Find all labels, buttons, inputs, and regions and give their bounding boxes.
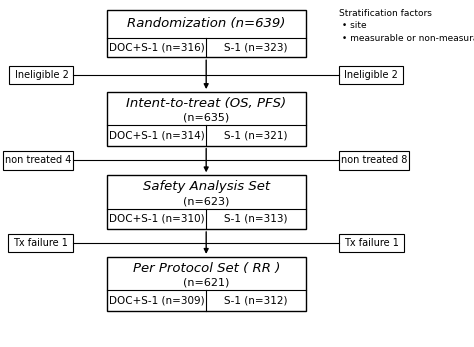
Text: S-1 (n=313): S-1 (n=313) bbox=[224, 214, 288, 224]
Text: (n=623): (n=623) bbox=[183, 196, 229, 206]
Text: Ineligible 2: Ineligible 2 bbox=[15, 70, 68, 79]
Text: Tx failure 1: Tx failure 1 bbox=[13, 238, 68, 248]
Text: Randomization (n=639): Randomization (n=639) bbox=[127, 17, 285, 31]
Text: DOC+S-1 (n=310): DOC+S-1 (n=310) bbox=[109, 214, 204, 224]
Text: Safety Analysis Set: Safety Analysis Set bbox=[143, 180, 270, 193]
Bar bbox=[107, 92, 306, 146]
Bar bbox=[339, 151, 409, 170]
Text: (n=635): (n=635) bbox=[183, 113, 229, 123]
Text: S-1 (n=312): S-1 (n=312) bbox=[224, 295, 288, 305]
Bar bbox=[339, 66, 403, 84]
Bar bbox=[107, 10, 306, 57]
Text: (n=621): (n=621) bbox=[183, 278, 229, 288]
Bar bbox=[9, 66, 73, 84]
Bar bbox=[339, 234, 404, 252]
Bar bbox=[8, 234, 73, 252]
Text: Intent-to-treat (OS, PFS): Intent-to-treat (OS, PFS) bbox=[126, 97, 286, 110]
Text: S-1 (n=323): S-1 (n=323) bbox=[224, 42, 288, 52]
Text: non treated 8: non treated 8 bbox=[341, 155, 407, 166]
Text: Per Protocol Set ( RR ): Per Protocol Set ( RR ) bbox=[133, 262, 280, 275]
Text: DOC+S-1 (n=309): DOC+S-1 (n=309) bbox=[109, 295, 204, 305]
Bar bbox=[3, 151, 73, 170]
Text: non treated 4: non treated 4 bbox=[5, 155, 72, 166]
Text: S-1 (n=321): S-1 (n=321) bbox=[224, 130, 288, 141]
Text: DOC+S-1 (n=314): DOC+S-1 (n=314) bbox=[109, 130, 204, 141]
Text: Stratification factors
 • site
 • measurable or non-measurable: Stratification factors • site • measurab… bbox=[339, 9, 474, 43]
Bar bbox=[107, 257, 306, 311]
Text: DOC+S-1 (n=316): DOC+S-1 (n=316) bbox=[109, 42, 204, 52]
Text: Tx failure 1: Tx failure 1 bbox=[344, 238, 399, 248]
Bar bbox=[107, 175, 306, 229]
Text: Ineligible 2: Ineligible 2 bbox=[344, 70, 398, 79]
